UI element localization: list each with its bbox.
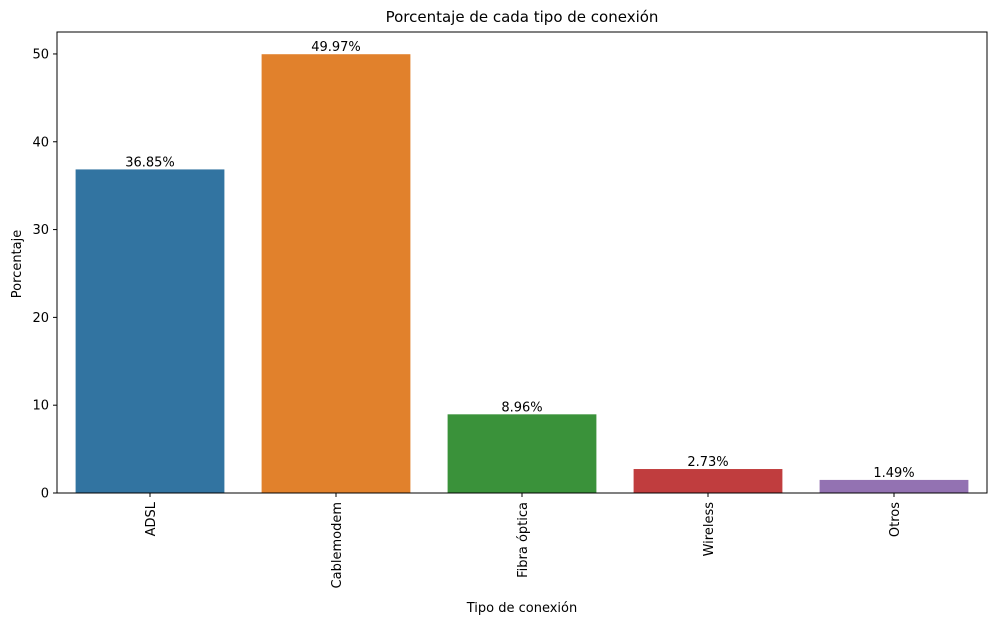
y-axis: 0 10 20 30 40 50 bbox=[32, 47, 57, 502]
plot-frame bbox=[56, 31, 988, 494]
y-tick-label: 20 bbox=[32, 311, 49, 326]
data-labels-layer: 36.85% 49.97% 8.96% 2.73% 1.49% bbox=[125, 40, 914, 481]
data-label: 8.96% bbox=[501, 400, 542, 415]
x-tick-label: ADSL bbox=[144, 501, 159, 536]
x-tick-label: Cablemodem bbox=[330, 502, 345, 588]
bars-layer bbox=[75, 54, 969, 493]
y-tick-label: 10 bbox=[32, 399, 49, 414]
x-axis-label: Tipo de conexión bbox=[466, 601, 577, 616]
chart-title: Porcentaje de cada tipo de conexión bbox=[386, 8, 659, 26]
bar-otros bbox=[819, 479, 969, 493]
bar-adsl bbox=[75, 169, 225, 493]
bar-cablemodem bbox=[261, 54, 411, 493]
y-axis-label: Porcentaje bbox=[10, 230, 25, 298]
y-tick-label: 30 bbox=[32, 223, 49, 238]
x-tick-label: Wireless bbox=[702, 502, 717, 557]
data-label: 49.97% bbox=[311, 40, 361, 55]
data-label: 1.49% bbox=[873, 466, 914, 481]
data-label: 36.85% bbox=[125, 155, 175, 170]
y-tick-label: 40 bbox=[32, 135, 49, 150]
x-tick-label: Otros bbox=[888, 502, 903, 537]
data-label: 2.73% bbox=[687, 455, 728, 470]
y-tick-label: 0 bbox=[41, 487, 49, 502]
x-axis: ADSL Cablemodem Fibra óptica Wireless Otros bbox=[144, 493, 903, 588]
x-tick-label: Fibra óptica bbox=[516, 502, 531, 578]
bar-fibra-ptica bbox=[447, 414, 597, 493]
bar-wireless bbox=[633, 469, 783, 493]
y-tick-label: 50 bbox=[32, 47, 49, 62]
